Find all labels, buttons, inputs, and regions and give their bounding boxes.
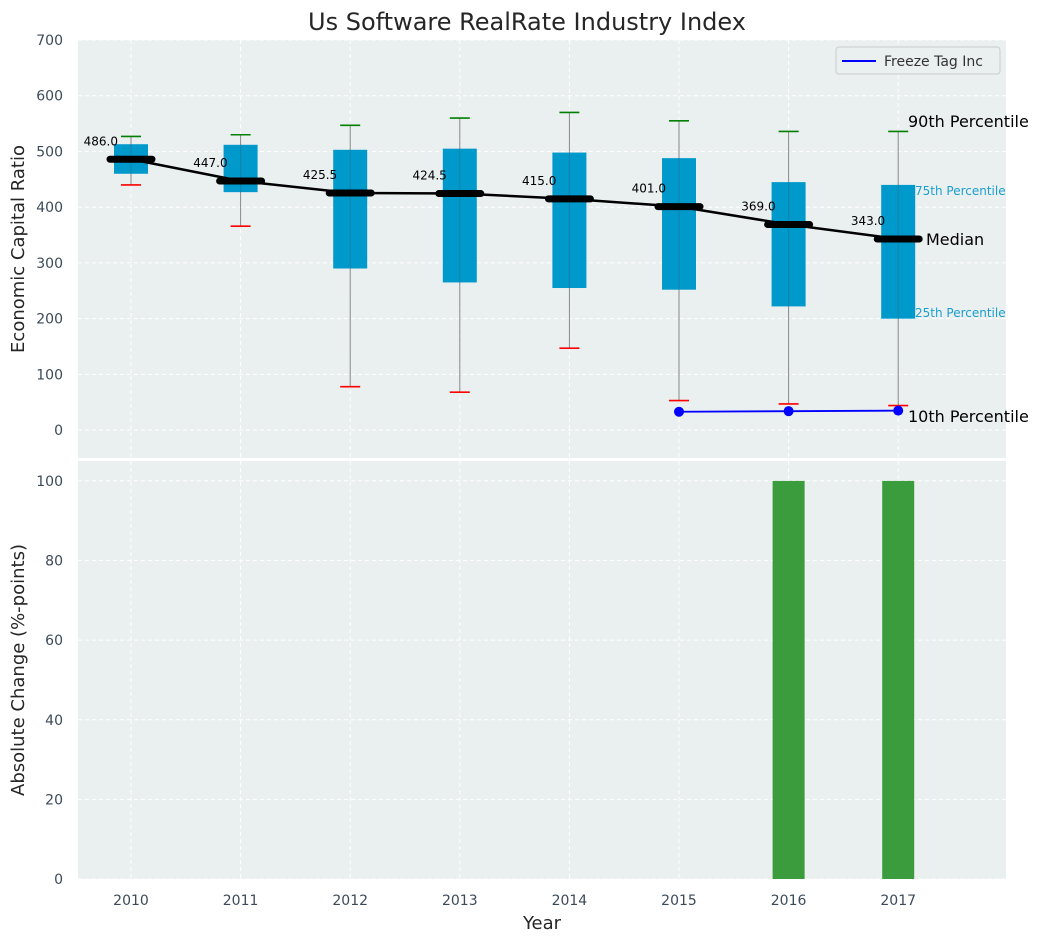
top-y-tick-label: 500 — [36, 144, 63, 160]
bottom-y-tick-label: 80 — [45, 554, 63, 570]
top-boxes — [106, 111, 923, 407]
series-point — [893, 405, 904, 416]
change-bar — [882, 480, 915, 879]
x-tick-label: 2016 — [771, 893, 807, 909]
series-point — [674, 406, 684, 417]
annotation-90th: 90th Percentile — [908, 112, 1029, 131]
top-y-axis-label: Economic Capital Ratio — [8, 145, 29, 353]
median-value-label: 447.0 — [193, 156, 227, 170]
x-tick-label: 2011 — [223, 893, 259, 909]
bottom-y-tick-label: 40 — [45, 713, 63, 729]
bottom-y-tick-label: 20 — [45, 792, 63, 808]
bottom-y-axis-label: Absolute Change (%-points) — [8, 544, 29, 796]
median-value-label: 425.5 — [303, 168, 337, 182]
top-y-tick-label: 600 — [36, 89, 63, 105]
top-y-tick-label: 400 — [36, 200, 63, 216]
median-value-label: 369.0 — [741, 199, 775, 213]
bottom-y-tick-label: 0 — [54, 872, 63, 888]
legend-label-freeze-tag: Freeze Tag Inc — [884, 54, 983, 70]
median-value-label: 401.0 — [632, 182, 666, 196]
bottom-y-ticks: 0 20 40 60 80 100 — [36, 474, 63, 888]
company-series — [674, 405, 904, 417]
annotation-25th: 25th Percentile — [915, 306, 1006, 320]
series-point — [783, 406, 794, 417]
annotation-median: Median — [926, 230, 984, 249]
top-y-tick-label: 100 — [36, 367, 63, 383]
x-axis-label: Year — [522, 913, 562, 934]
median-trend-line — [130, 158, 899, 241]
legend: Freeze Tag Inc — [835, 46, 1001, 75]
top-plot-background — [78, 40, 1006, 458]
x-tick-label: 2015 — [661, 893, 697, 909]
bottom-plot-background — [78, 461, 1006, 879]
x-tick-label: 2010 — [113, 893, 149, 909]
top-y-tick-label: 300 — [36, 256, 63, 272]
bottom-bars — [772, 480, 915, 879]
bottom-y-tick-label: 100 — [36, 474, 63, 490]
median-value-label: 486.0 — [84, 134, 118, 148]
chart-title: Us Software RealRate Industry Index — [308, 8, 746, 36]
top-y-tick-label: 200 — [36, 312, 63, 328]
x-ticks: 2010 2011 2012 2013 2014 2015 2016 2017 — [113, 893, 916, 909]
legend-box — [835, 46, 1001, 75]
top-y-tick-label: 0 — [54, 423, 63, 439]
annotation-10th: 10th Percentile — [908, 407, 1029, 426]
median-trend — [130, 158, 899, 241]
median-value-label: 424.5 — [412, 169, 446, 183]
top-panel: 0 100 200 300 400 500 600 700 486.0 447.0 425.5 42… — [8, 33, 1029, 458]
x-tick-label: 2013 — [442, 893, 478, 909]
x-tick-label: 2017 — [880, 893, 916, 909]
x-tick-label: 2012 — [332, 893, 368, 909]
top-y-ticks: 0 100 200 300 400 500 600 700 — [36, 33, 63, 439]
annotation-75th: 75th Percentile — [915, 184, 1006, 198]
x-tick-label: 2014 — [552, 893, 588, 909]
median-value-label: 415.0 — [522, 174, 556, 188]
median-value-label: 343.0 — [851, 214, 885, 228]
median-labels: 486.0 447.0 425.5 424.5 415.0 401.0 369.0 343.0 — [84, 134, 886, 228]
top-y-tick-label: 700 — [36, 33, 63, 49]
change-bar — [772, 480, 805, 879]
bottom-y-tick-label: 60 — [45, 633, 63, 649]
bottom-grid — [78, 461, 1006, 880]
